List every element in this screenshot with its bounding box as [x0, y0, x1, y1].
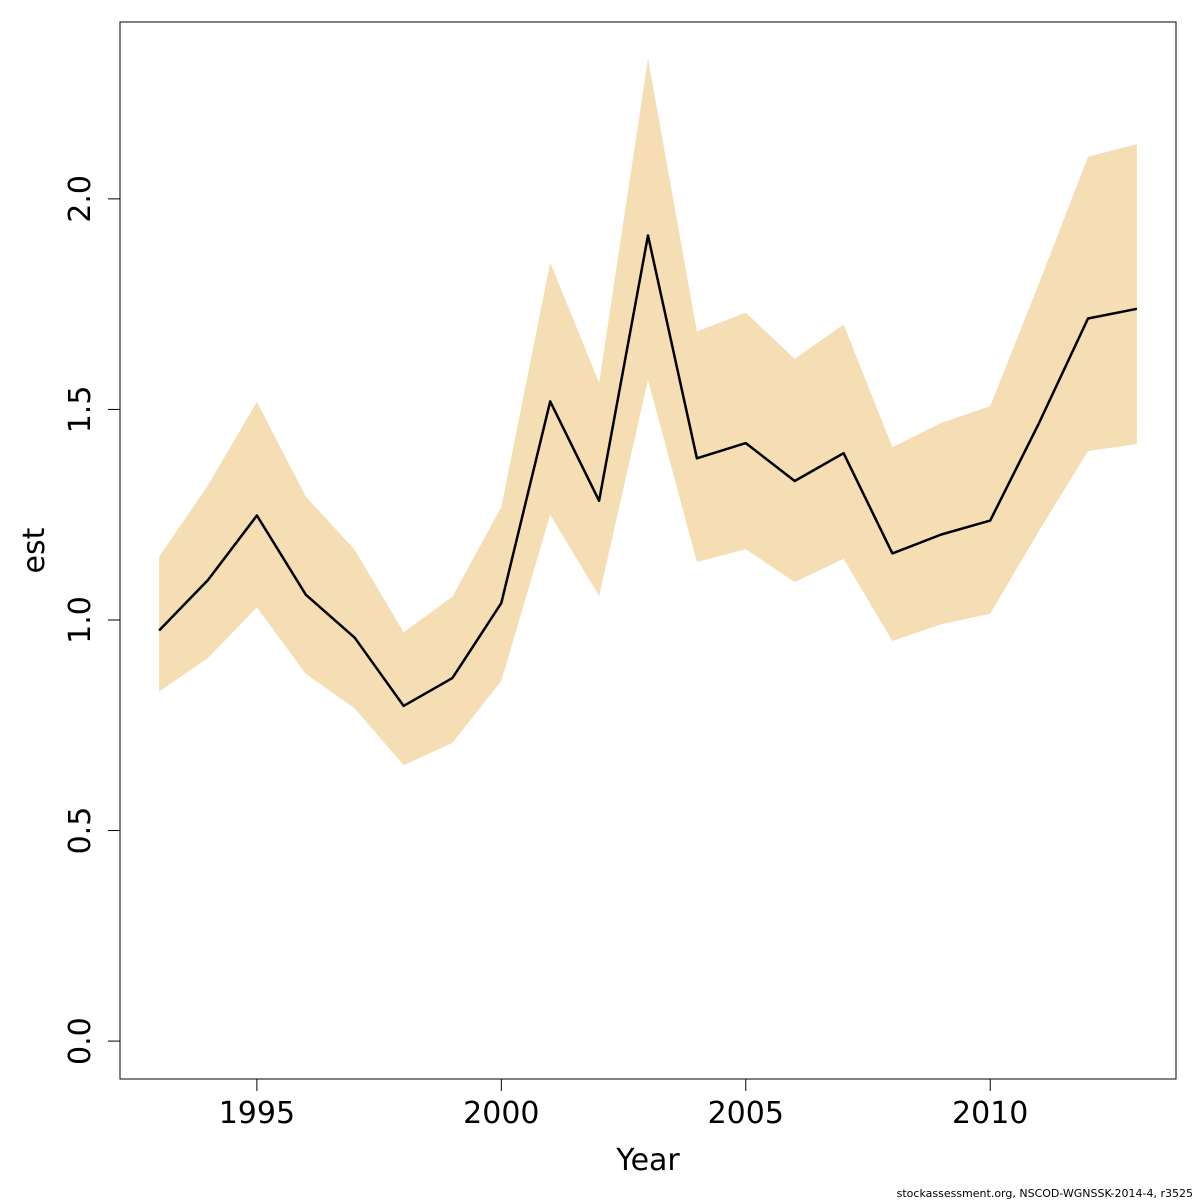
x-tick-label-2010: 2010 — [952, 1096, 1028, 1131]
y-tick-label-0.0: 0.0 — [63, 1017, 98, 1065]
x-axis-title: Year — [615, 1143, 680, 1178]
x-tick-label-2005: 2005 — [708, 1096, 784, 1131]
x-tick-label-2000: 2000 — [463, 1096, 539, 1131]
y-tick-label-2.0: 2.0 — [63, 175, 98, 223]
source-footnote: stockassessment.org, NSCOD-WGNSSK-2014-4… — [897, 1187, 1193, 1200]
y-tick-label-0.5: 0.5 — [63, 807, 98, 855]
plot-frame — [119, 21, 1177, 1080]
y-axis-title: est — [17, 527, 52, 573]
x-axis: 1995 2000 2005 2010 — [219, 1079, 1028, 1131]
confidence-band — [159, 58, 1137, 766]
x-tick-label-1995: 1995 — [219, 1096, 295, 1131]
estimate-line — [158, 234, 1138, 708]
y-tick-label-1.0: 1.0 — [63, 596, 98, 644]
y-tick-label-1.5: 1.5 — [63, 386, 98, 434]
y-axis: 0.0 0.5 1.0 1.5 2.0 — [63, 175, 120, 1065]
